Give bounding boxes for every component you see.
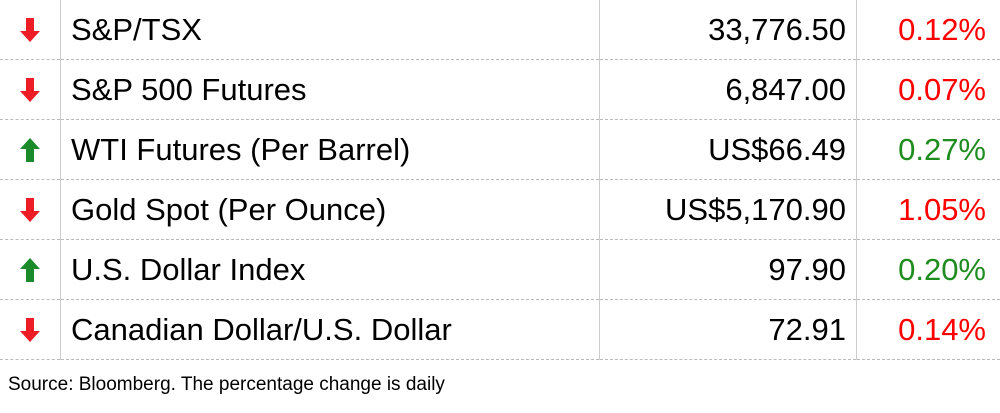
table-row: S&P 500 Futures 6,847.00 0.07% <box>0 59 1000 120</box>
instrument-name: U.S. Dollar Index <box>60 239 600 300</box>
percent-change: 0.07% <box>856 59 1000 120</box>
instrument-value: US$5,170.90 <box>599 179 857 240</box>
percent-change: 0.14% <box>856 299 1000 360</box>
percent-change: 0.27% <box>856 119 1000 180</box>
percent-change: 0.12% <box>856 0 1000 60</box>
arrow-down-icon <box>0 299 61 360</box>
arrow-up-icon <box>0 119 61 180</box>
instrument-value: 97.90 <box>599 239 857 300</box>
instrument-name: Gold Spot (Per Ounce) <box>60 179 600 240</box>
table-row: Canadian Dollar/U.S. Dollar 72.91 0.14% <box>0 299 1000 360</box>
percent-change: 0.20% <box>856 239 1000 300</box>
percent-change: 1.05% <box>856 179 1000 240</box>
arrow-down-icon <box>0 59 61 120</box>
source-note: Source: Bloomberg. The percentage change… <box>8 374 445 395</box>
arrow-up-icon <box>0 239 61 300</box>
instrument-value: 6,847.00 <box>599 59 857 120</box>
arrow-down-icon <box>0 0 61 60</box>
instrument-name: WTI Futures (Per Barrel) <box>60 119 600 180</box>
instrument-name: Canadian Dollar/U.S. Dollar <box>60 299 600 360</box>
table-row: U.S. Dollar Index 97.90 0.20% <box>0 239 1000 300</box>
instrument-name: S&P/TSX <box>60 0 600 60</box>
instrument-value: US$66.49 <box>599 119 857 180</box>
arrow-down-icon <box>0 179 61 240</box>
instrument-value: 33,776.50 <box>599 0 857 60</box>
instrument-value: 72.91 <box>599 299 857 360</box>
table-row: WTI Futures (Per Barrel) US$66.49 0.27% <box>0 119 1000 180</box>
instrument-name: S&P 500 Futures <box>60 59 600 120</box>
table-row: Gold Spot (Per Ounce) US$5,170.90 1.05% <box>0 179 1000 240</box>
market-table: S&P/TSX 33,776.50 0.12% S&P 500 Futures … <box>0 0 1000 360</box>
table-row: S&P/TSX 33,776.50 0.12% <box>0 0 1000 60</box>
